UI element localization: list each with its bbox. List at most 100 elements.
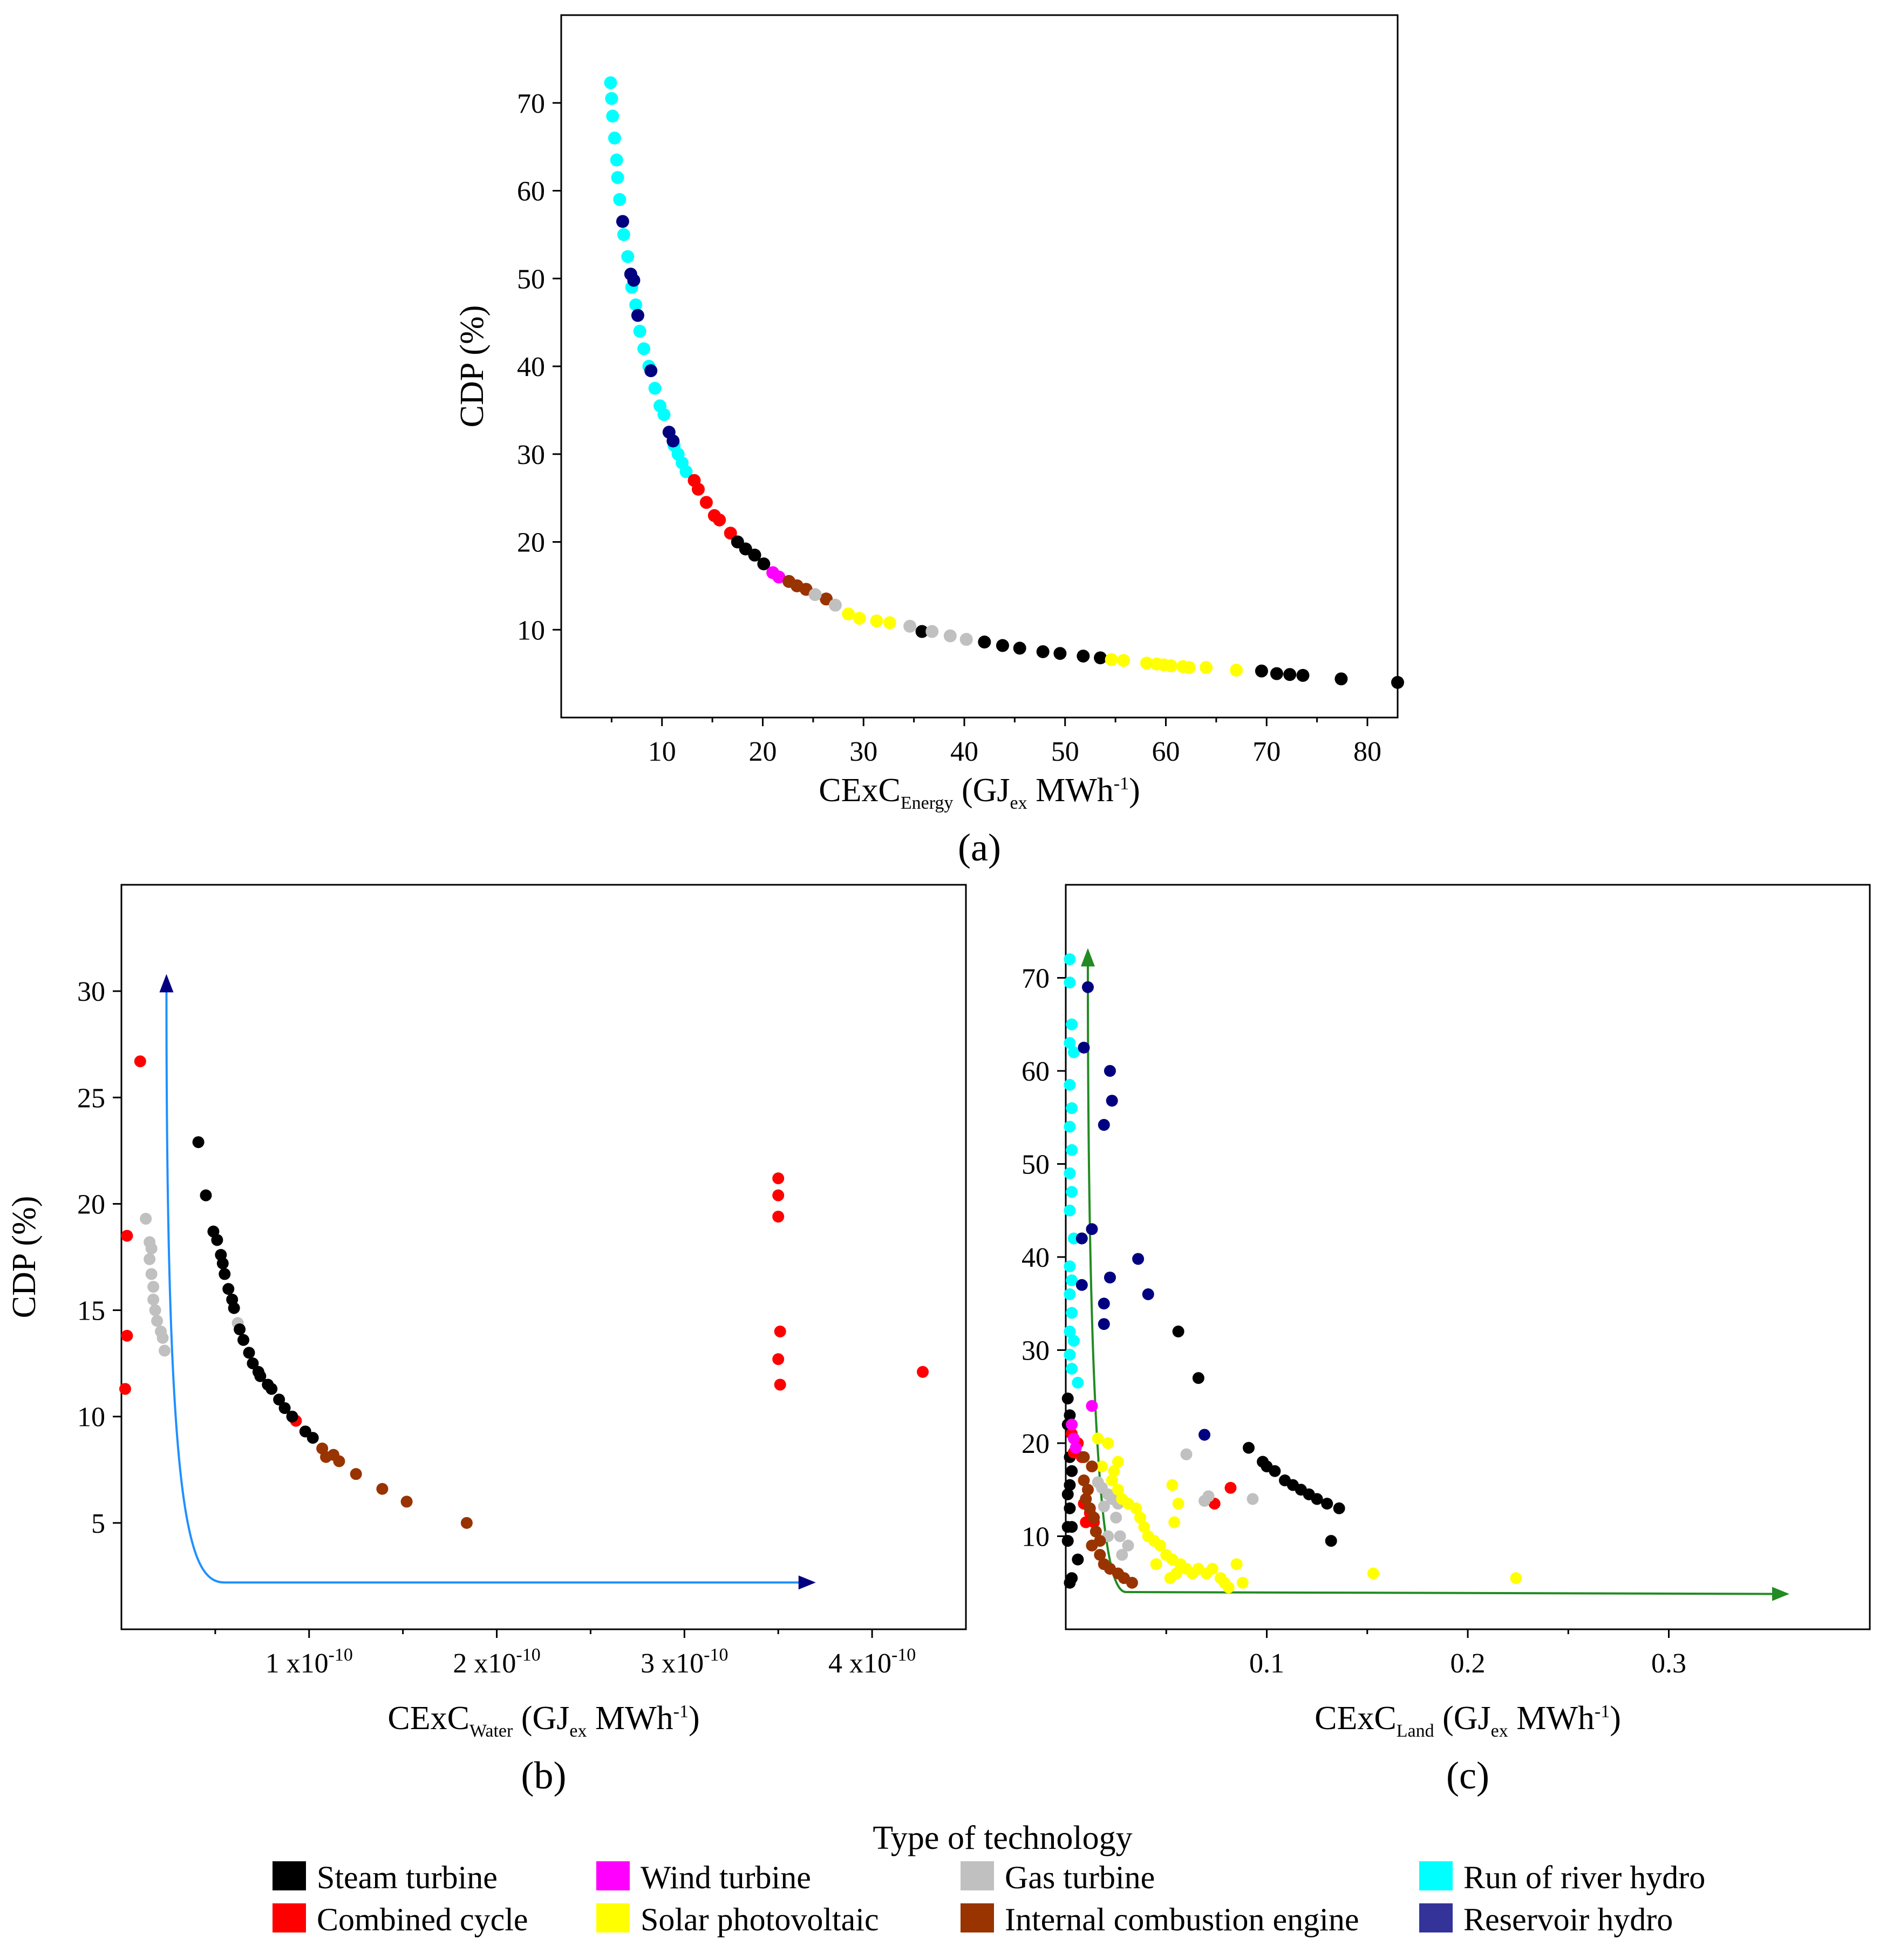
- data-point-internal-combustion-engine-a-3: [820, 592, 833, 606]
- data-point-solar-photovoltaic-c-19: [1164, 1572, 1176, 1585]
- y-tick-label-b-3: 20: [77, 1189, 105, 1220]
- data-point-steam-turbine-b-22: [307, 1432, 319, 1444]
- data-point-reservoir-hydro-c-4: [1098, 1119, 1110, 1131]
- data-point-reservoir-hydro-c-13: [1199, 1429, 1211, 1441]
- data-point-combined-cycle-a-4: [713, 513, 726, 527]
- x-tick-label-b-3: 4 x10-10: [828, 1645, 916, 1679]
- data-point-gas-turbine-c-9: [1122, 1539, 1134, 1552]
- data-point-run-of-river-hydro-c-7: [1064, 1121, 1076, 1133]
- x-axis-title-b: CExCWater (GJex MWh-1): [387, 1700, 699, 1741]
- y-tick-label-b-1: 10: [77, 1402, 105, 1433]
- data-point-combined-cycle-b-10: [774, 1378, 786, 1391]
- data-point-steam-turbine-c-16: [1242, 1442, 1255, 1454]
- data-point-solar-photovoltaic-c-27: [1222, 1581, 1235, 1594]
- y-tick-label-a-1: 20: [517, 528, 545, 558]
- data-point-wind-turbine-c-3: [1070, 1442, 1082, 1454]
- data-point-combined-cycle-b-1: [121, 1230, 133, 1242]
- data-point-steam-turbine-c-9: [1066, 1521, 1078, 1533]
- data-point-run-of-river-hydro-a-10: [629, 298, 643, 312]
- data-point-steam-turbine-b-19: [278, 1402, 291, 1414]
- data-point-internal-combustion-engine-b-6: [400, 1495, 413, 1508]
- data-point-gas-turbine-b-3: [144, 1253, 156, 1265]
- data-point-steam-turbine-c-6: [1061, 1488, 1074, 1500]
- data-point-combined-cycle-b-5: [772, 1172, 785, 1185]
- data-point-steam-turbine-c-19: [1269, 1465, 1281, 1477]
- data-point-steam-turbine-c-14: [1172, 1326, 1184, 1337]
- data-point-reservoir-hydro-c-10: [1075, 1279, 1088, 1291]
- data-point-run-of-river-hydro-c-13: [1064, 1260, 1076, 1273]
- data-point-internal-combustion-engine-b-4: [350, 1468, 362, 1480]
- chart-panel-c: 0.1 0.2 0.3 10 20 30 40 50 60 70 CExCLand (GJex MW…: [1022, 884, 1871, 1797]
- data-point-solar-photovoltaic-c-0: [1092, 1432, 1104, 1445]
- y-tick-label-a-6: 70: [517, 88, 545, 119]
- trend-arrow-line-c: [1086, 965, 1774, 1595]
- data-point-steam-turbine-c-1: [1064, 1409, 1076, 1422]
- x-tick-label-a-1: 20: [748, 736, 777, 767]
- data-point-steam-turbine-a-1: [739, 542, 752, 556]
- data-point-solar-photovoltaic-c-32: [1168, 1516, 1181, 1528]
- data-point-internal-combustion-engine-c-2: [1078, 1474, 1090, 1486]
- data-point-gas-turbine-c-14: [1247, 1493, 1259, 1505]
- x-tick-label-b-0: 1 x10-10: [265, 1645, 353, 1679]
- chart-panel-b: 1 x10-10 2 x10-10 3 x10-10 4 x10-10 5 10 15 20 2…: [6, 884, 967, 1797]
- y-tick-label-c-0: 10: [1022, 1522, 1050, 1553]
- data-point-solar-photovoltaic-a-0: [842, 607, 855, 620]
- data-point-gas-turbine-c-11: [1180, 1448, 1193, 1460]
- data-point-reservoir-hydro-c-11: [1098, 1297, 1110, 1310]
- data-point-reservoir-hydro-c-5: [1086, 1223, 1098, 1235]
- legend-label-wind-turbine: Wind turbine: [641, 1860, 811, 1895]
- data-point-steam-turbine-b-0: [192, 1136, 205, 1149]
- data-point-run-of-river-hydro-c-15: [1064, 1288, 1076, 1300]
- data-point-solar-photovoltaic-c-28: [1230, 1558, 1243, 1570]
- data-point-internal-combustion-engine-c-13: [1126, 1576, 1138, 1589]
- legend-label-reservoir-hydro: Reservoir hydro: [1463, 1902, 1673, 1937]
- data-point-steam-turbine-a-11: [1094, 651, 1107, 665]
- data-point-reservoir-hydro-c-9: [1104, 1271, 1116, 1283]
- data-point-run-of-river-hydro-a-0: [604, 76, 617, 90]
- data-point-reservoir-hydro-a-6: [666, 434, 680, 448]
- trend-arrow-head-up-b: [159, 974, 174, 993]
- data-point-solar-photovoltaic-c-24: [1206, 1562, 1218, 1575]
- data-point-run-of-river-hydro-c-20: [1066, 1363, 1078, 1375]
- data-point-steam-turbine-b-18: [273, 1394, 285, 1406]
- legend-title: Type of technology: [873, 1820, 1132, 1856]
- data-point-steam-turbine-a-5: [978, 636, 991, 649]
- data-point-steam-turbine-b-20: [286, 1410, 298, 1423]
- y-tick-label-a-0: 10: [517, 615, 545, 646]
- data-point-gas-turbine-b-10: [156, 1331, 169, 1344]
- series-gas-turbine-a: [808, 588, 973, 646]
- data-point-steam-turbine-c-26: [1333, 1502, 1345, 1514]
- data-point-solar-photovoltaic-c-5: [1106, 1474, 1118, 1486]
- data-point-run-of-river-hydro-c-9: [1064, 1167, 1076, 1179]
- data-point-steam-turbine-c-11: [1072, 1553, 1084, 1566]
- series-run-of-river-hydro-a: [604, 76, 693, 479]
- data-point-solar-photovoltaic-c-34: [1367, 1567, 1379, 1580]
- data-point-gas-turbine-c-8: [1116, 1549, 1128, 1561]
- data-point-steam-turbine-b-13: [247, 1357, 259, 1370]
- data-point-steam-turbine-a-13: [1270, 667, 1283, 680]
- series-run-of-river-hydro-c: [1064, 953, 1084, 1389]
- data-point-reservoir-hydro-c-2: [1104, 1065, 1116, 1077]
- data-point-gas-turbine-c-13: [1199, 1494, 1211, 1507]
- legend-swatch-reservoir-hydro: [1419, 1903, 1453, 1932]
- data-point-solar-photovoltaic-a-4: [1105, 653, 1118, 666]
- legend: Type of technology Steam turbine Combined…: [273, 1820, 1705, 1937]
- data-point-steam-turbine-c-24: [1311, 1493, 1323, 1505]
- legend-swatch-run-of-river-hydro: [1419, 1861, 1453, 1890]
- data-point-reservoir-hydro-c-6: [1075, 1232, 1088, 1245]
- data-point-run-of-river-hydro-a-6: [613, 193, 627, 206]
- plot-frame-b: [120, 884, 967, 1630]
- data-point-solar-photovoltaic-c-3: [1108, 1465, 1120, 1477]
- x-tick-label-b-2: 3 x10-10: [641, 1645, 728, 1679]
- data-point-internal-combustion-engine-c-1: [1086, 1460, 1098, 1473]
- data-point-run-of-river-hydro-a-3: [608, 131, 621, 145]
- trend-arrow-head-up-c: [1080, 948, 1095, 967]
- data-point-solar-photovoltaic-c-11: [1138, 1521, 1150, 1533]
- data-point-run-of-river-hydro-a-11: [633, 324, 646, 338]
- data-point-combined-cycle-b-3: [119, 1383, 131, 1395]
- data-point-internal-combustion-engine-c-3: [1081, 1484, 1094, 1496]
- data-point-steam-turbine-c-4: [1066, 1465, 1078, 1477]
- data-point-gas-turbine-b-5: [147, 1281, 160, 1293]
- y-tick-label-a-5: 60: [517, 176, 545, 207]
